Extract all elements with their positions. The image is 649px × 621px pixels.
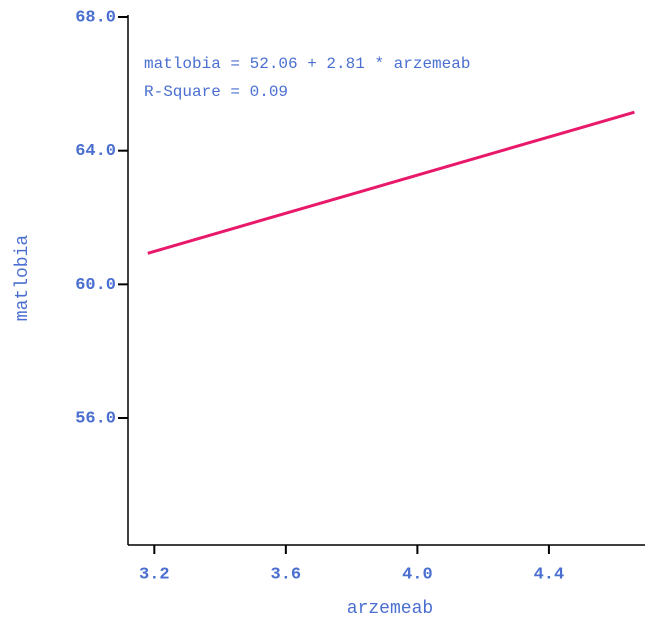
x-tick-label: 3.6 <box>271 565 302 584</box>
y-tick-label: 60.0 <box>75 276 116 295</box>
y-axis-label: matlobia <box>13 235 33 322</box>
y-tick-label: 56.0 <box>75 409 116 428</box>
equation: matlobia = 52.06 + 2.81 * arzemeab <box>144 55 470 73</box>
regression-line <box>147 110 635 255</box>
r-square: R-Square = 0.09 <box>144 83 288 101</box>
y-tick-label: 68.0 <box>75 8 116 27</box>
x-tick-label: 3.2 <box>139 565 170 584</box>
y-tick-label: 64.0 <box>75 142 116 161</box>
x-axis-label: arzemeab <box>347 599 433 619</box>
x-tick-label: 4.0 <box>402 565 433 584</box>
x-tick-label: 4.4 <box>534 565 565 584</box>
